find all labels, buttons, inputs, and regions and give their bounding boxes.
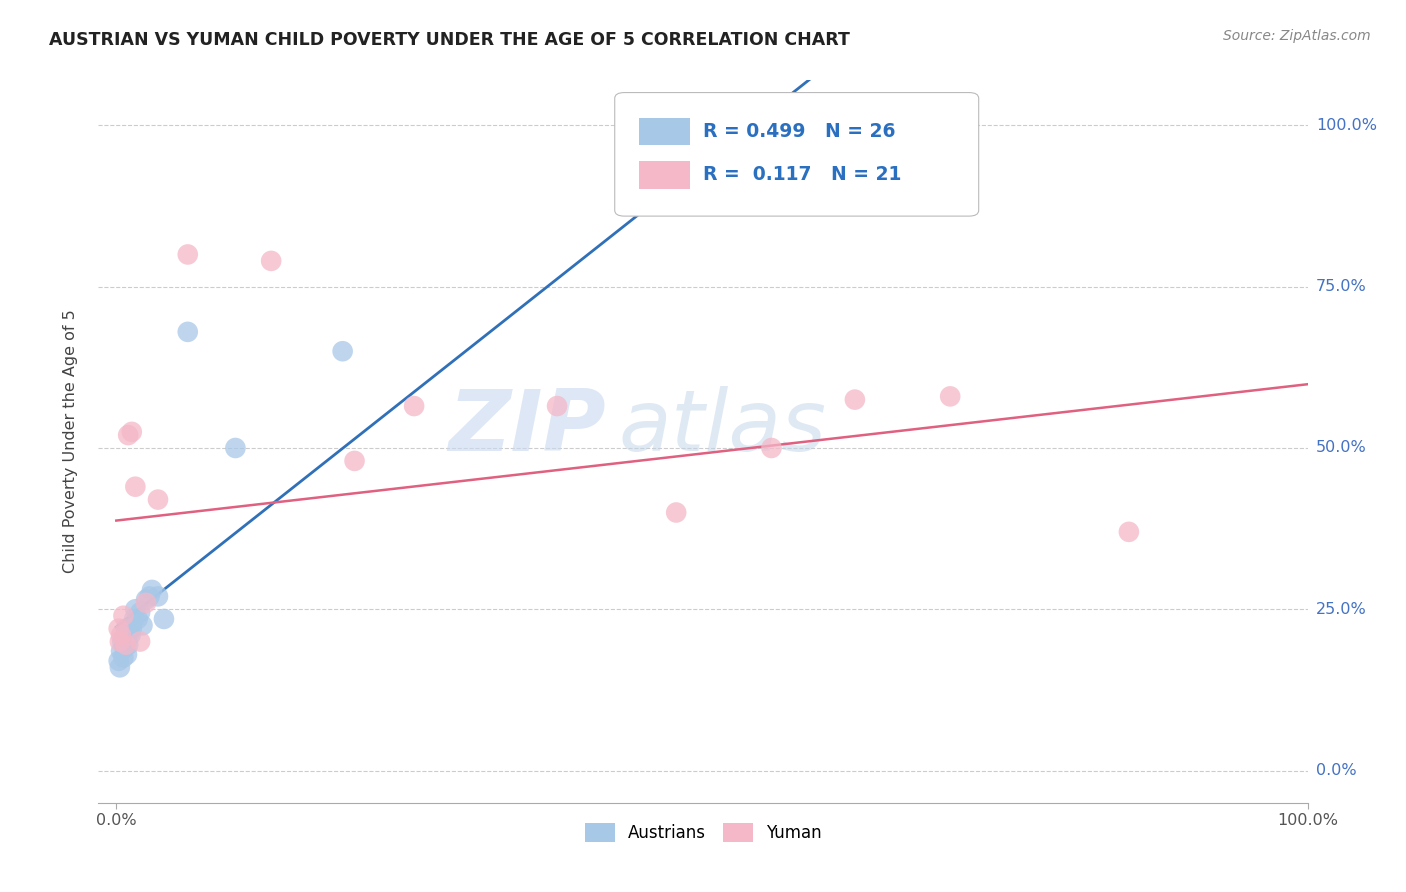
Text: ZIP: ZIP	[449, 385, 606, 468]
Point	[153, 612, 176, 626]
Point	[114, 622, 136, 636]
Point	[112, 608, 135, 623]
Point	[332, 344, 354, 359]
Text: Source: ZipAtlas.com: Source: ZipAtlas.com	[1223, 29, 1371, 43]
Point	[546, 399, 568, 413]
Point	[129, 606, 152, 620]
Point	[1118, 524, 1140, 539]
Point	[404, 399, 426, 413]
Y-axis label: Child Poverty Under the Age of 5: Child Poverty Under the Age of 5	[63, 310, 77, 574]
Point	[844, 392, 866, 407]
Point	[121, 622, 143, 636]
Point	[260, 253, 283, 268]
Point	[107, 622, 129, 636]
Point	[761, 441, 783, 455]
Point	[146, 590, 169, 604]
Point	[135, 592, 157, 607]
Text: R =  0.117   N = 21: R = 0.117 N = 21	[703, 165, 901, 185]
Point	[110, 628, 132, 642]
Point	[122, 612, 145, 626]
Point	[141, 582, 163, 597]
Text: 25.0%: 25.0%	[1316, 602, 1367, 616]
Point	[820, 119, 842, 133]
Point	[124, 480, 146, 494]
Text: 100.0%: 100.0%	[1316, 118, 1376, 133]
Point	[117, 638, 139, 652]
Point	[939, 389, 962, 403]
Point	[108, 634, 131, 648]
Point	[118, 624, 141, 639]
Point	[111, 634, 134, 648]
Text: 75.0%: 75.0%	[1316, 279, 1367, 294]
FancyBboxPatch shape	[614, 93, 979, 216]
Point	[108, 660, 131, 674]
Legend: Austrians, Yuman: Austrians, Yuman	[578, 816, 828, 848]
Point	[127, 612, 149, 626]
Text: 50.0%: 50.0%	[1316, 441, 1367, 456]
Point	[138, 590, 160, 604]
Point	[115, 648, 138, 662]
Point	[117, 428, 139, 442]
Text: AUSTRIAN VS YUMAN CHILD POVERTY UNDER THE AGE OF 5 CORRELATION CHART: AUSTRIAN VS YUMAN CHILD POVERTY UNDER TH…	[49, 31, 851, 49]
Text: 0.0%: 0.0%	[1316, 763, 1357, 778]
Point	[112, 650, 135, 665]
Point	[146, 492, 169, 507]
Point	[135, 596, 157, 610]
Point	[131, 618, 153, 632]
Point	[224, 441, 246, 455]
Text: atlas: atlas	[619, 385, 827, 468]
Point	[177, 325, 200, 339]
Point	[177, 247, 200, 261]
Point	[114, 640, 136, 655]
Point	[665, 506, 688, 520]
FancyBboxPatch shape	[638, 161, 690, 189]
Point	[107, 654, 129, 668]
Point	[110, 644, 132, 658]
Point	[121, 425, 143, 439]
Point	[114, 638, 136, 652]
FancyBboxPatch shape	[638, 118, 690, 145]
Point	[343, 454, 366, 468]
Point	[120, 628, 142, 642]
Point	[129, 634, 152, 648]
Point	[124, 602, 146, 616]
Text: R = 0.499   N = 26: R = 0.499 N = 26	[703, 122, 896, 141]
